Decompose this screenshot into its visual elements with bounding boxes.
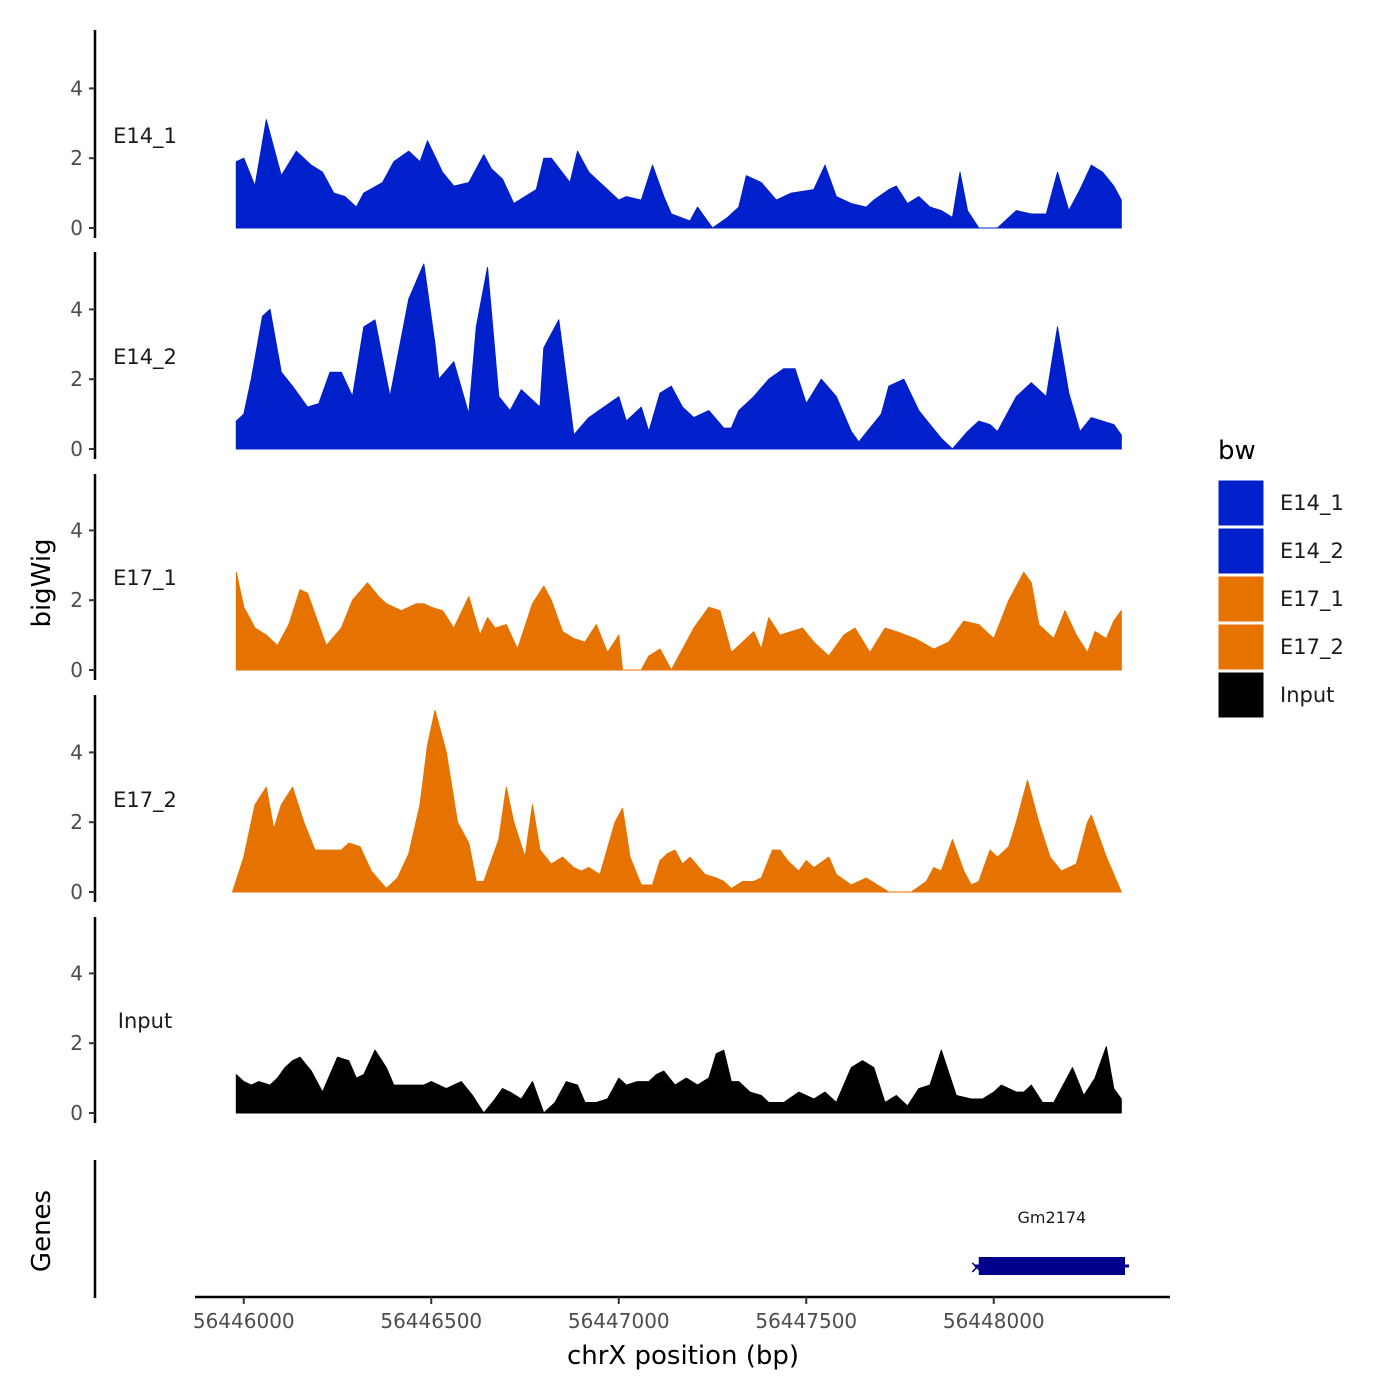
legend: bw E14_1 E14_2 E17_1 E17_2 Input xyxy=(1217,436,1344,719)
y-tick-label-E17_2-2: 2 xyxy=(70,810,83,834)
track-label-E17_1: E17_1 xyxy=(113,566,177,591)
legend-swatch-E14_2 xyxy=(1217,527,1265,575)
area-E14_2 xyxy=(235,263,1122,450)
track-E17_2: 0 2 4 E17_2 xyxy=(70,695,1122,904)
x-tick-label-56447500: 56447500 xyxy=(755,1309,857,1333)
legend-label-E14_2: E14_2 xyxy=(1280,539,1344,564)
track-E17_1: 0 2 4 E17_1 xyxy=(70,474,1122,682)
track-E14_2: 0 2 4 E14_2 xyxy=(70,252,1122,461)
y-tick-label-E14_1-0: 0 xyxy=(70,216,83,240)
area-E17_1 xyxy=(235,571,1122,671)
track-label-E17_2: E17_2 xyxy=(113,788,177,813)
track-label-E14_1: E14_1 xyxy=(113,124,177,149)
x-tick-label-56446000: 56446000 xyxy=(193,1309,295,1333)
y-tick-label-E17_2-4: 4 xyxy=(70,740,83,764)
gene-Gm2174-label: Gm2174 xyxy=(1018,1208,1087,1227)
track-Input: 0 2 4 Input xyxy=(70,917,1122,1125)
track-label-Input: Input xyxy=(118,1009,172,1033)
legend-label-Input: Input xyxy=(1280,683,1334,707)
area-E17_2 xyxy=(232,710,1122,893)
y-tick-label-E17_2-0: 0 xyxy=(70,880,83,904)
y-tick-label-E14_1-4: 4 xyxy=(70,76,83,100)
x-tick-label-56448000: 56448000 xyxy=(943,1309,1045,1333)
legend-swatch-Input xyxy=(1217,671,1265,719)
legend-swatch-E17_1 xyxy=(1217,575,1265,623)
y-tick-label-E17_1-2: 2 xyxy=(70,588,83,612)
y-tick-label-E17_1-0: 0 xyxy=(70,658,83,682)
genes-panel: × Gm2174 xyxy=(93,1160,1129,1298)
y-tick-label-Input-4: 4 xyxy=(70,961,83,985)
legend-title: bw xyxy=(1218,436,1256,466)
legend-label-E14_1: E14_1 xyxy=(1280,491,1344,516)
gene-Gm2174-strand-mark: × xyxy=(969,1257,984,1278)
x-tick-label-56446500: 56446500 xyxy=(380,1309,482,1333)
y-tick-label-Input-0: 0 xyxy=(70,1101,83,1125)
y-axis-title: bigWig xyxy=(27,538,57,627)
area-E14_1 xyxy=(235,119,1122,229)
y-tick-label-E14_2-4: 4 xyxy=(70,297,83,321)
x-axis: 56446000 56446500 56447000 56447500 56448000 xyxy=(193,1295,1170,1333)
y-tick-label-E17_1-4: 4 xyxy=(70,518,83,542)
tracks-group: 0 2 4 E14_1 0 2 4 E14_2 0 2 4 E17_1 0 2 4 E17_2 0 2 4 Input xyxy=(70,30,1122,1125)
y-tick-label-E14_2-2: 2 xyxy=(70,367,83,391)
y-tick-label-E14_1-2: 2 xyxy=(70,146,83,170)
legend-label-E17_2: E17_2 xyxy=(1280,635,1344,660)
x-tick-label-56447000: 56447000 xyxy=(568,1309,670,1333)
track-E14_1: 0 2 4 E14_1 xyxy=(70,30,1122,240)
legend-swatch-E14_1 xyxy=(1217,479,1265,527)
y-tick-label-Input-2: 2 xyxy=(70,1031,83,1055)
legend-swatch-E17_2 xyxy=(1217,623,1265,671)
y-tick-label-E14_2-0: 0 xyxy=(70,437,83,461)
area-Input xyxy=(235,1046,1122,1114)
x-axis-title: chrX position (bp) xyxy=(567,1341,799,1371)
genes-axis-title: Genes xyxy=(27,1190,57,1272)
legend-label-E17_1: E17_1 xyxy=(1280,587,1344,612)
track-label-E14_2: E14_2 xyxy=(113,345,177,370)
